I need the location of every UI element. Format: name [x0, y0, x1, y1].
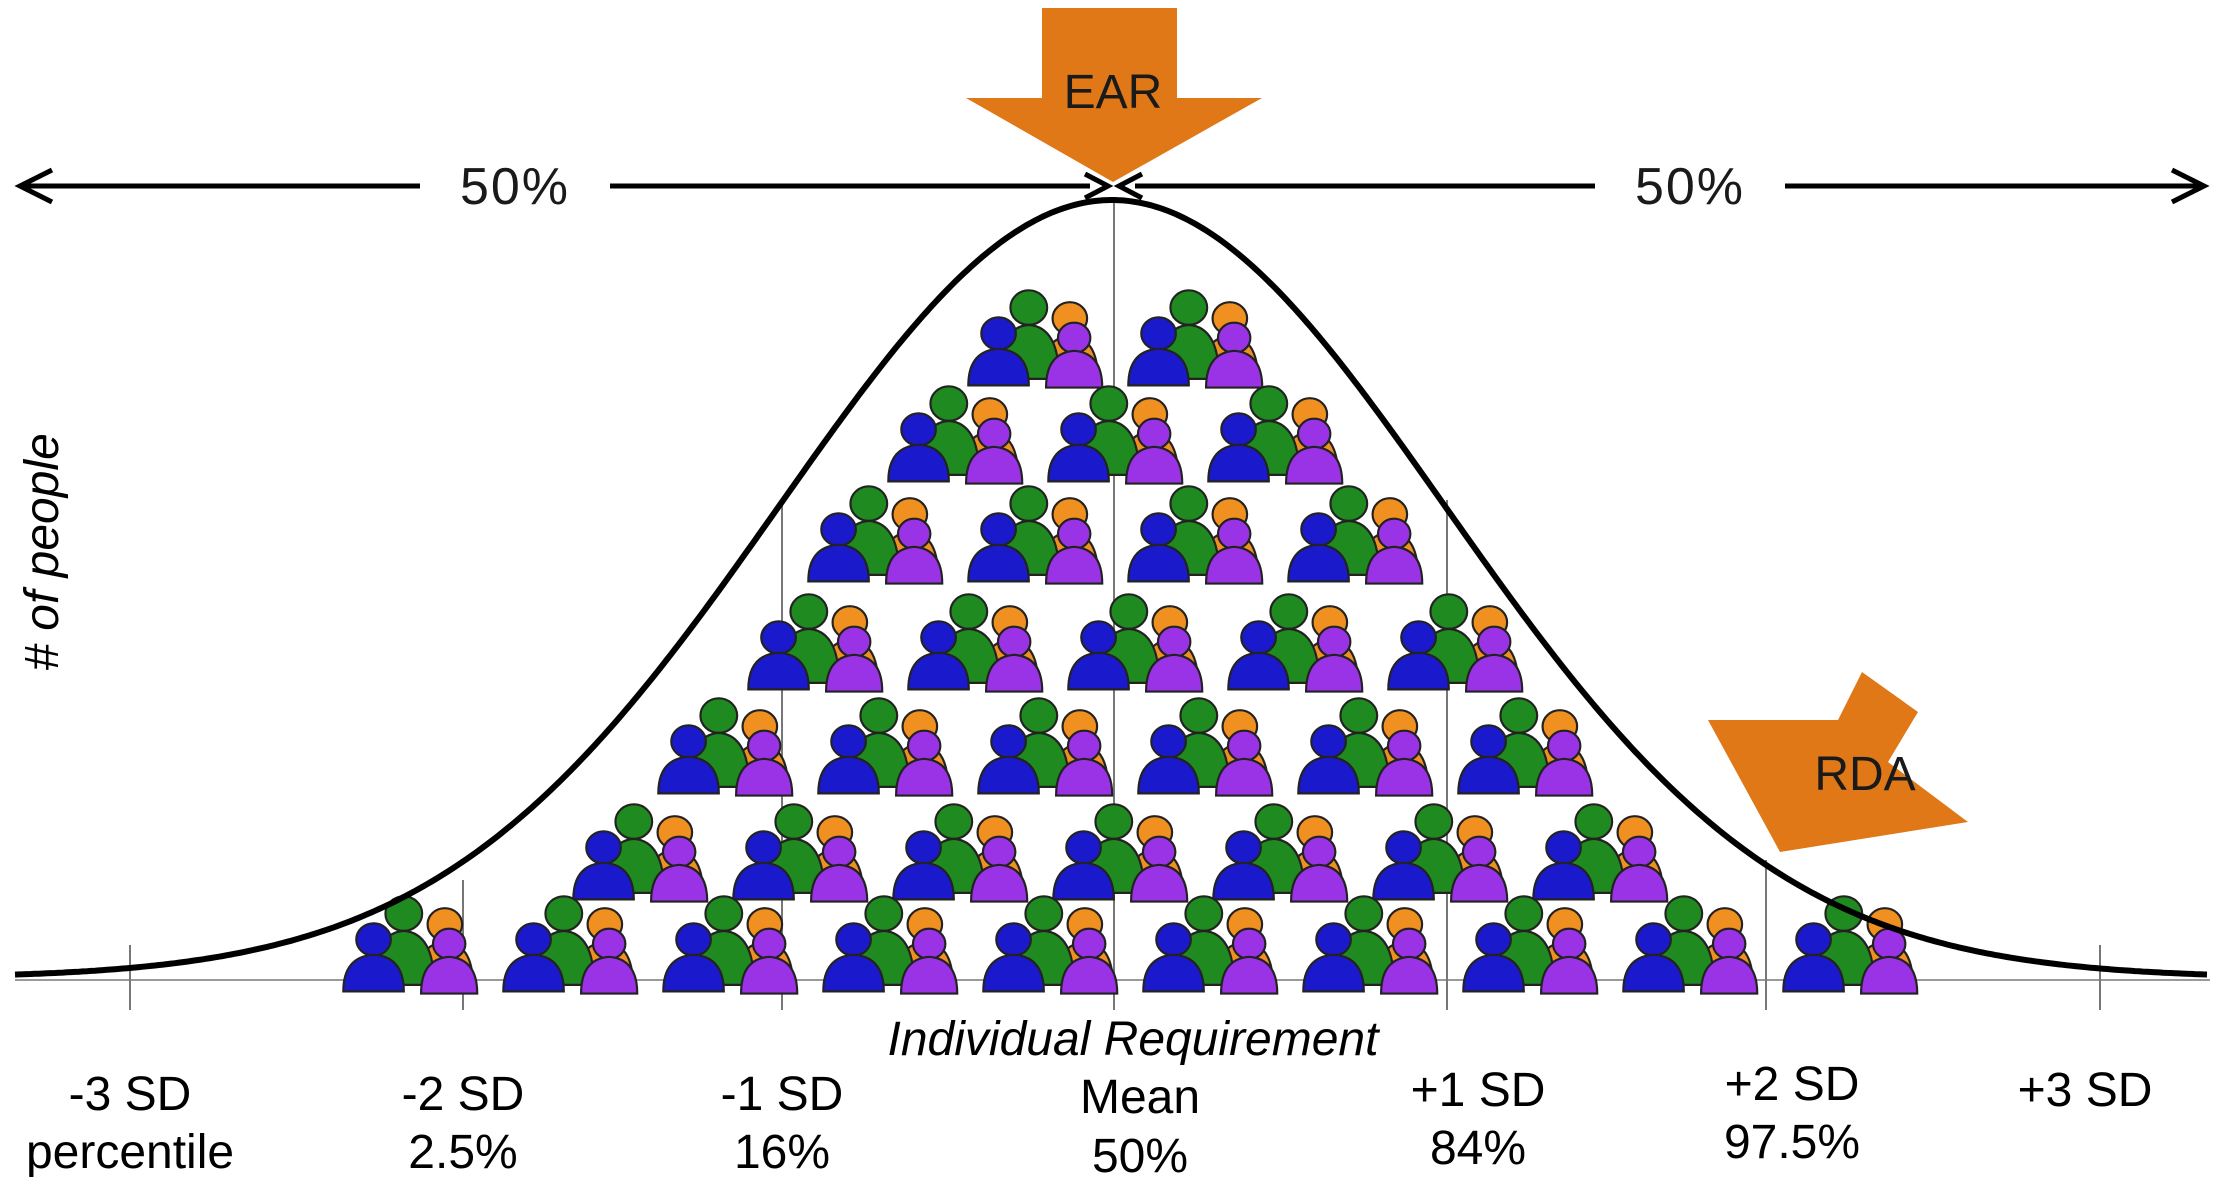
- people-icon: [982, 895, 1119, 995]
- people-icon: [1457, 697, 1594, 797]
- people-icon: [1127, 485, 1264, 585]
- people-icon: [1372, 803, 1509, 903]
- people-icon: [977, 697, 1114, 797]
- people-icon: [1207, 385, 1344, 485]
- split-arrow: [14, 167, 2210, 205]
- left-arrowhead: [14, 167, 54, 205]
- people-icon: [747, 593, 884, 693]
- tick-bottom-label: 97.5%: [1724, 1116, 1860, 1169]
- ear-arrow: EAR: [966, 8, 1262, 182]
- ear-arrow-shape: [966, 8, 1262, 182]
- y-axis-label: # of people: [16, 433, 69, 671]
- people-icon: [1142, 895, 1279, 995]
- people-icon: [1297, 697, 1434, 797]
- bell-curve: [14, 197, 2208, 978]
- people-icon-pyramid: [342, 289, 1919, 995]
- people-icon: [817, 697, 954, 797]
- rda-arrow-shape: [1708, 672, 1968, 852]
- people-icon: [1212, 803, 1349, 903]
- x-axis-label: Individual Requirement: [888, 1013, 1381, 1066]
- tick-bottom-label: 16%: [734, 1126, 830, 1177]
- tick-bottom-label: percentile: [26, 1126, 234, 1177]
- people-icon: [1532, 803, 1669, 903]
- people-icon: [807, 485, 944, 585]
- people-icon: [502, 895, 639, 995]
- people-icon: [822, 895, 959, 995]
- people-icon: [1462, 895, 1599, 995]
- left-percent-label: 50%: [460, 158, 570, 216]
- tick-top-label: +3 SD: [2018, 1064, 2153, 1117]
- people-icon: [1137, 697, 1274, 797]
- people-icon: [1227, 593, 1364, 693]
- people-icon: [1387, 593, 1524, 693]
- people-icon: [892, 803, 1029, 903]
- tick-top-label: Mean: [1080, 1071, 1200, 1124]
- rda-arrow: RDA: [1708, 672, 1968, 852]
- tick-top-label: -1 SD: [721, 1068, 844, 1121]
- people-icon: [1067, 593, 1204, 693]
- people-icon: [657, 697, 794, 797]
- center-right-arrowhead: [1113, 171, 1144, 201]
- rda-label: RDA: [1814, 748, 1915, 801]
- people-icon: [1052, 803, 1189, 903]
- tick-labels: -3 SD percentile -2 SD 2.5% -1 SD 16% Me…: [26, 1058, 2152, 1177]
- people-icon: [572, 803, 709, 903]
- people-icon: [907, 593, 1044, 693]
- tick-top-label: -2 SD: [402, 1068, 525, 1121]
- tick-top-label: +1 SD: [1411, 1064, 1546, 1117]
- people-icon: [887, 385, 1024, 485]
- people-icon: [1302, 895, 1439, 995]
- tick-bottom-label: 2.5%: [408, 1126, 517, 1177]
- people-icon: [732, 803, 869, 903]
- tick-bottom-label: 50%: [1092, 1130, 1188, 1177]
- tick-top-label: -3 SD: [69, 1068, 192, 1121]
- center-left-arrowhead: [1083, 171, 1114, 201]
- people-icon: [967, 289, 1104, 389]
- people-icon: [967, 485, 1104, 585]
- tick-bottom-label: 84%: [1430, 1122, 1526, 1175]
- people-icon: [1287, 485, 1424, 585]
- people-icon: [1047, 385, 1184, 485]
- right-percent-label: 50%: [1635, 158, 1745, 216]
- tick-top-label: +2 SD: [1725, 1058, 1860, 1111]
- people-icon: [1622, 895, 1759, 995]
- right-arrowhead: [2170, 167, 2210, 205]
- people-icon: [342, 895, 479, 995]
- people-icon: [1127, 289, 1264, 389]
- ear-label: EAR: [1064, 66, 1163, 119]
- people-icon: [662, 895, 799, 995]
